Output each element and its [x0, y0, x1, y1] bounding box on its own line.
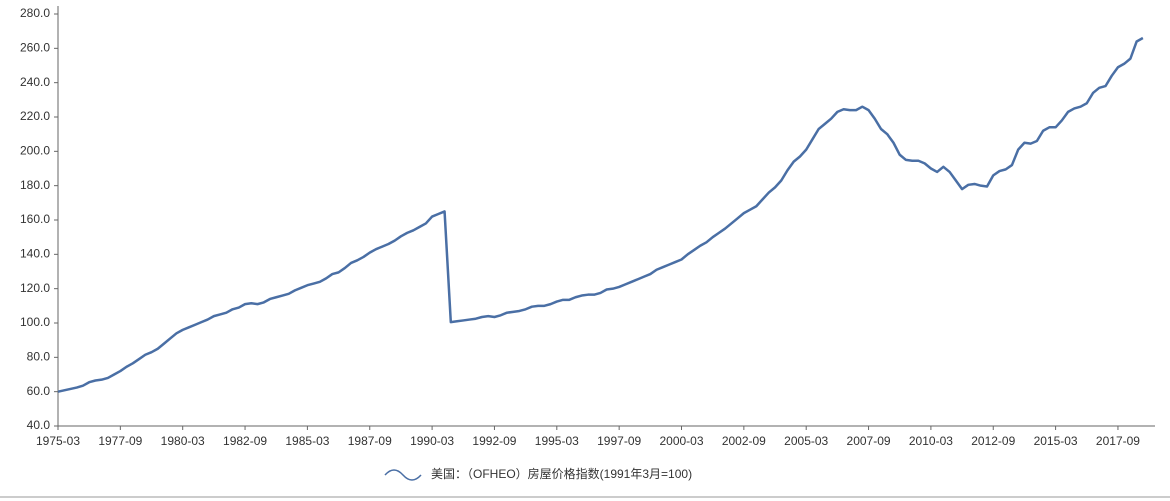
y-tick-label: 220.0 — [20, 109, 50, 123]
y-tick-label: 180.0 — [20, 178, 50, 192]
x-tick-label: 1987-09 — [348, 434, 392, 448]
y-tick-label: 60.0 — [27, 384, 51, 398]
y-tick-label: 140.0 — [20, 247, 50, 261]
x-tick-label: 1992-09 — [472, 434, 516, 448]
y-tick-label: 80.0 — [27, 350, 51, 364]
x-tick-label: 1985-03 — [285, 434, 329, 448]
legend-swatch — [384, 469, 422, 481]
x-tick-label: 2007-09 — [847, 434, 891, 448]
x-tick-label: 2005-03 — [784, 434, 828, 448]
y-tick-label: 160.0 — [20, 212, 50, 226]
x-tick-label: 1975-03 — [36, 434, 80, 448]
x-tick-label: 2000-03 — [659, 434, 703, 448]
y-tick-label: 120.0 — [20, 281, 50, 295]
x-tick-label: 1977-09 — [98, 434, 142, 448]
x-tick-label: 2015-03 — [1034, 434, 1078, 448]
x-tick-label: 1982-09 — [223, 434, 267, 448]
x-tick-label: 1990-03 — [410, 434, 454, 448]
y-tick-label: 40.0 — [27, 418, 51, 432]
y-tick-label: 100.0 — [20, 315, 50, 329]
y-tick-label: 260.0 — [20, 41, 50, 55]
x-tick-label: 2017-09 — [1096, 434, 1140, 448]
x-tick-label: 1995-03 — [535, 434, 579, 448]
x-tick-label: 1980-03 — [161, 434, 205, 448]
x-tick-label: 2002-09 — [722, 434, 766, 448]
y-tick-label: 240.0 — [20, 75, 50, 89]
series-line — [57, 36, 1144, 393]
legend-label: 美国：（OFHEO）房屋价格指数(1991年3月=100) — [431, 466, 692, 481]
y-tick-label: 280.0 — [20, 6, 50, 20]
y-tick-label: 200.0 — [20, 144, 50, 158]
x-tick-label: 1997-09 — [597, 434, 641, 448]
x-tick-label: 2012-09 — [971, 434, 1015, 448]
x-tick-label: 2010-03 — [909, 434, 953, 448]
